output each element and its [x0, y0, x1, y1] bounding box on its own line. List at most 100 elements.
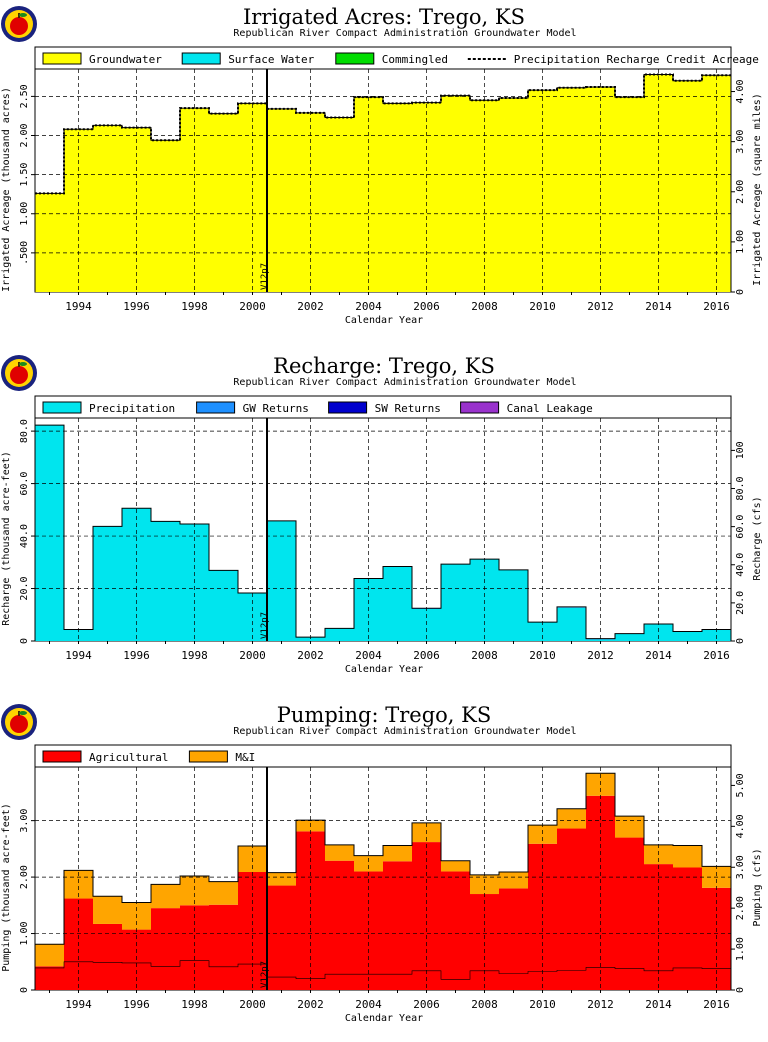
bar	[673, 867, 702, 990]
apple-logo-icon	[1, 355, 37, 391]
x-tick-label: 2010	[529, 300, 556, 313]
x-tick-label: 2008	[471, 300, 498, 313]
legend-swatch	[335, 52, 375, 65]
y-tick-label: 20.0	[19, 576, 30, 600]
version-label: V12p7	[260, 961, 270, 988]
bar	[499, 97, 528, 293]
x-tick-label: 2012	[587, 300, 614, 313]
y-tick-label: 0	[19, 987, 30, 993]
x-tick-label: 2002	[297, 300, 324, 313]
x-tick-label: 2000	[239, 300, 266, 313]
bar	[441, 564, 470, 641]
bar	[383, 566, 412, 641]
y2-tick-label: 1.00	[735, 230, 746, 254]
y-tick-label: 1.50	[19, 163, 30, 187]
legend-label: Surface Water	[228, 53, 314, 66]
y-axis-label: Pumping (thousand acre-feet)	[1, 803, 12, 972]
x-tick-label: 2002	[297, 649, 324, 662]
legend-label: Precipitation Recharge Credit Acreage	[514, 53, 759, 66]
y-tick-label: 40.0	[19, 524, 30, 548]
y-tick-label: 60.0	[19, 472, 30, 496]
bar	[325, 844, 354, 861]
x-axis-label: Calendar Year	[345, 315, 423, 326]
legend-label: Precipitation	[89, 402, 175, 415]
y2-axis-label: Recharge (cfs)	[752, 496, 763, 580]
bar	[499, 888, 528, 990]
x-tick-label: 2010	[529, 649, 556, 662]
x-tick-label: 2008	[471, 998, 498, 1011]
bar-outline	[34, 772, 732, 990]
legend: Precipitation GW Returns SW Returns Canal L…	[42, 401, 593, 415]
legend-swatch	[181, 52, 221, 65]
bar	[151, 521, 180, 641]
x-axis-label: Calendar Year	[345, 1013, 423, 1024]
y-tick-label: 3.00	[19, 809, 30, 833]
recharge-chart: Recharge: Trego, KS Republican River Comp…	[0, 349, 768, 689]
chart-subtitle: Republican River Compact Administration …	[233, 28, 576, 39]
x-tick-label: 2000	[239, 649, 266, 662]
y2-tick-label: 40.0	[735, 553, 746, 577]
legend-label: GW Returns	[243, 402, 309, 415]
y2-tick-label: 5.00	[735, 773, 746, 797]
x-tick-label: 1996	[123, 649, 150, 662]
apple-logo-icon	[1, 704, 37, 740]
y2-tick-label: 0	[735, 638, 746, 644]
version-label: V12p7	[260, 263, 270, 290]
x-tick-label: 1994	[65, 649, 92, 662]
legend-swatch	[42, 52, 82, 65]
bar	[615, 633, 644, 641]
y2-tick-label: 0	[735, 289, 746, 295]
x-tick-label: 1996	[123, 998, 150, 1011]
x-tick-label: 2010	[529, 998, 556, 1011]
bar	[470, 874, 499, 895]
bar	[93, 526, 122, 641]
y2-axis-label: Pumping (cfs)	[752, 848, 763, 926]
y-tick-label: 2.50	[19, 84, 30, 108]
y-tick-label: 1.00	[19, 921, 30, 945]
x-tick-label: 2006	[413, 649, 440, 662]
x-tick-label: 2016	[703, 300, 730, 313]
x-tick-label: 1994	[65, 998, 92, 1011]
bar	[209, 113, 238, 292]
y2-tick-label: 0	[735, 987, 746, 993]
bar	[93, 896, 122, 924]
bar	[296, 637, 325, 641]
bar	[267, 872, 296, 886]
version-label: V12p7	[260, 612, 270, 639]
y-tick-label: 80.0	[19, 419, 30, 443]
bar	[209, 570, 238, 641]
y-tick-label: 2.00	[19, 865, 30, 889]
bar	[267, 885, 296, 990]
bar	[441, 871, 470, 990]
x-tick-label: 1998	[181, 998, 208, 1011]
bar	[325, 860, 354, 990]
chart-title: Irrigated Acres: Trego, KS	[243, 5, 525, 29]
legend-swatch	[42, 750, 82, 763]
x-tick-label: 2004	[355, 649, 382, 662]
x-tick-label: 2004	[355, 300, 382, 313]
y2-tick-label: 1.00	[735, 937, 746, 961]
x-tick-label: 2000	[239, 998, 266, 1011]
bar	[615, 837, 644, 990]
bar	[35, 193, 64, 292]
legend-swatch	[328, 401, 368, 414]
legend-label: SW Returns	[375, 402, 441, 415]
bar	[383, 861, 412, 990]
x-tick-label: 2008	[471, 649, 498, 662]
bar	[180, 905, 209, 990]
x-tick-label: 2014	[645, 300, 672, 313]
bar	[673, 80, 702, 292]
legend-swatch	[42, 401, 82, 414]
y2-tick-label: 4.00	[735, 814, 746, 838]
bar	[557, 828, 586, 990]
x-tick-label: 2012	[587, 998, 614, 1011]
y2-tick-label: 60.0	[735, 515, 746, 539]
bar	[93, 923, 122, 990]
bar	[557, 808, 586, 829]
x-tick-label: 2006	[413, 998, 440, 1011]
x-axis-label: Calendar Year	[345, 664, 423, 675]
bar	[557, 87, 586, 292]
pumping-chart: Pumping: Trego, KS Republican River Compa…	[0, 698, 768, 1038]
